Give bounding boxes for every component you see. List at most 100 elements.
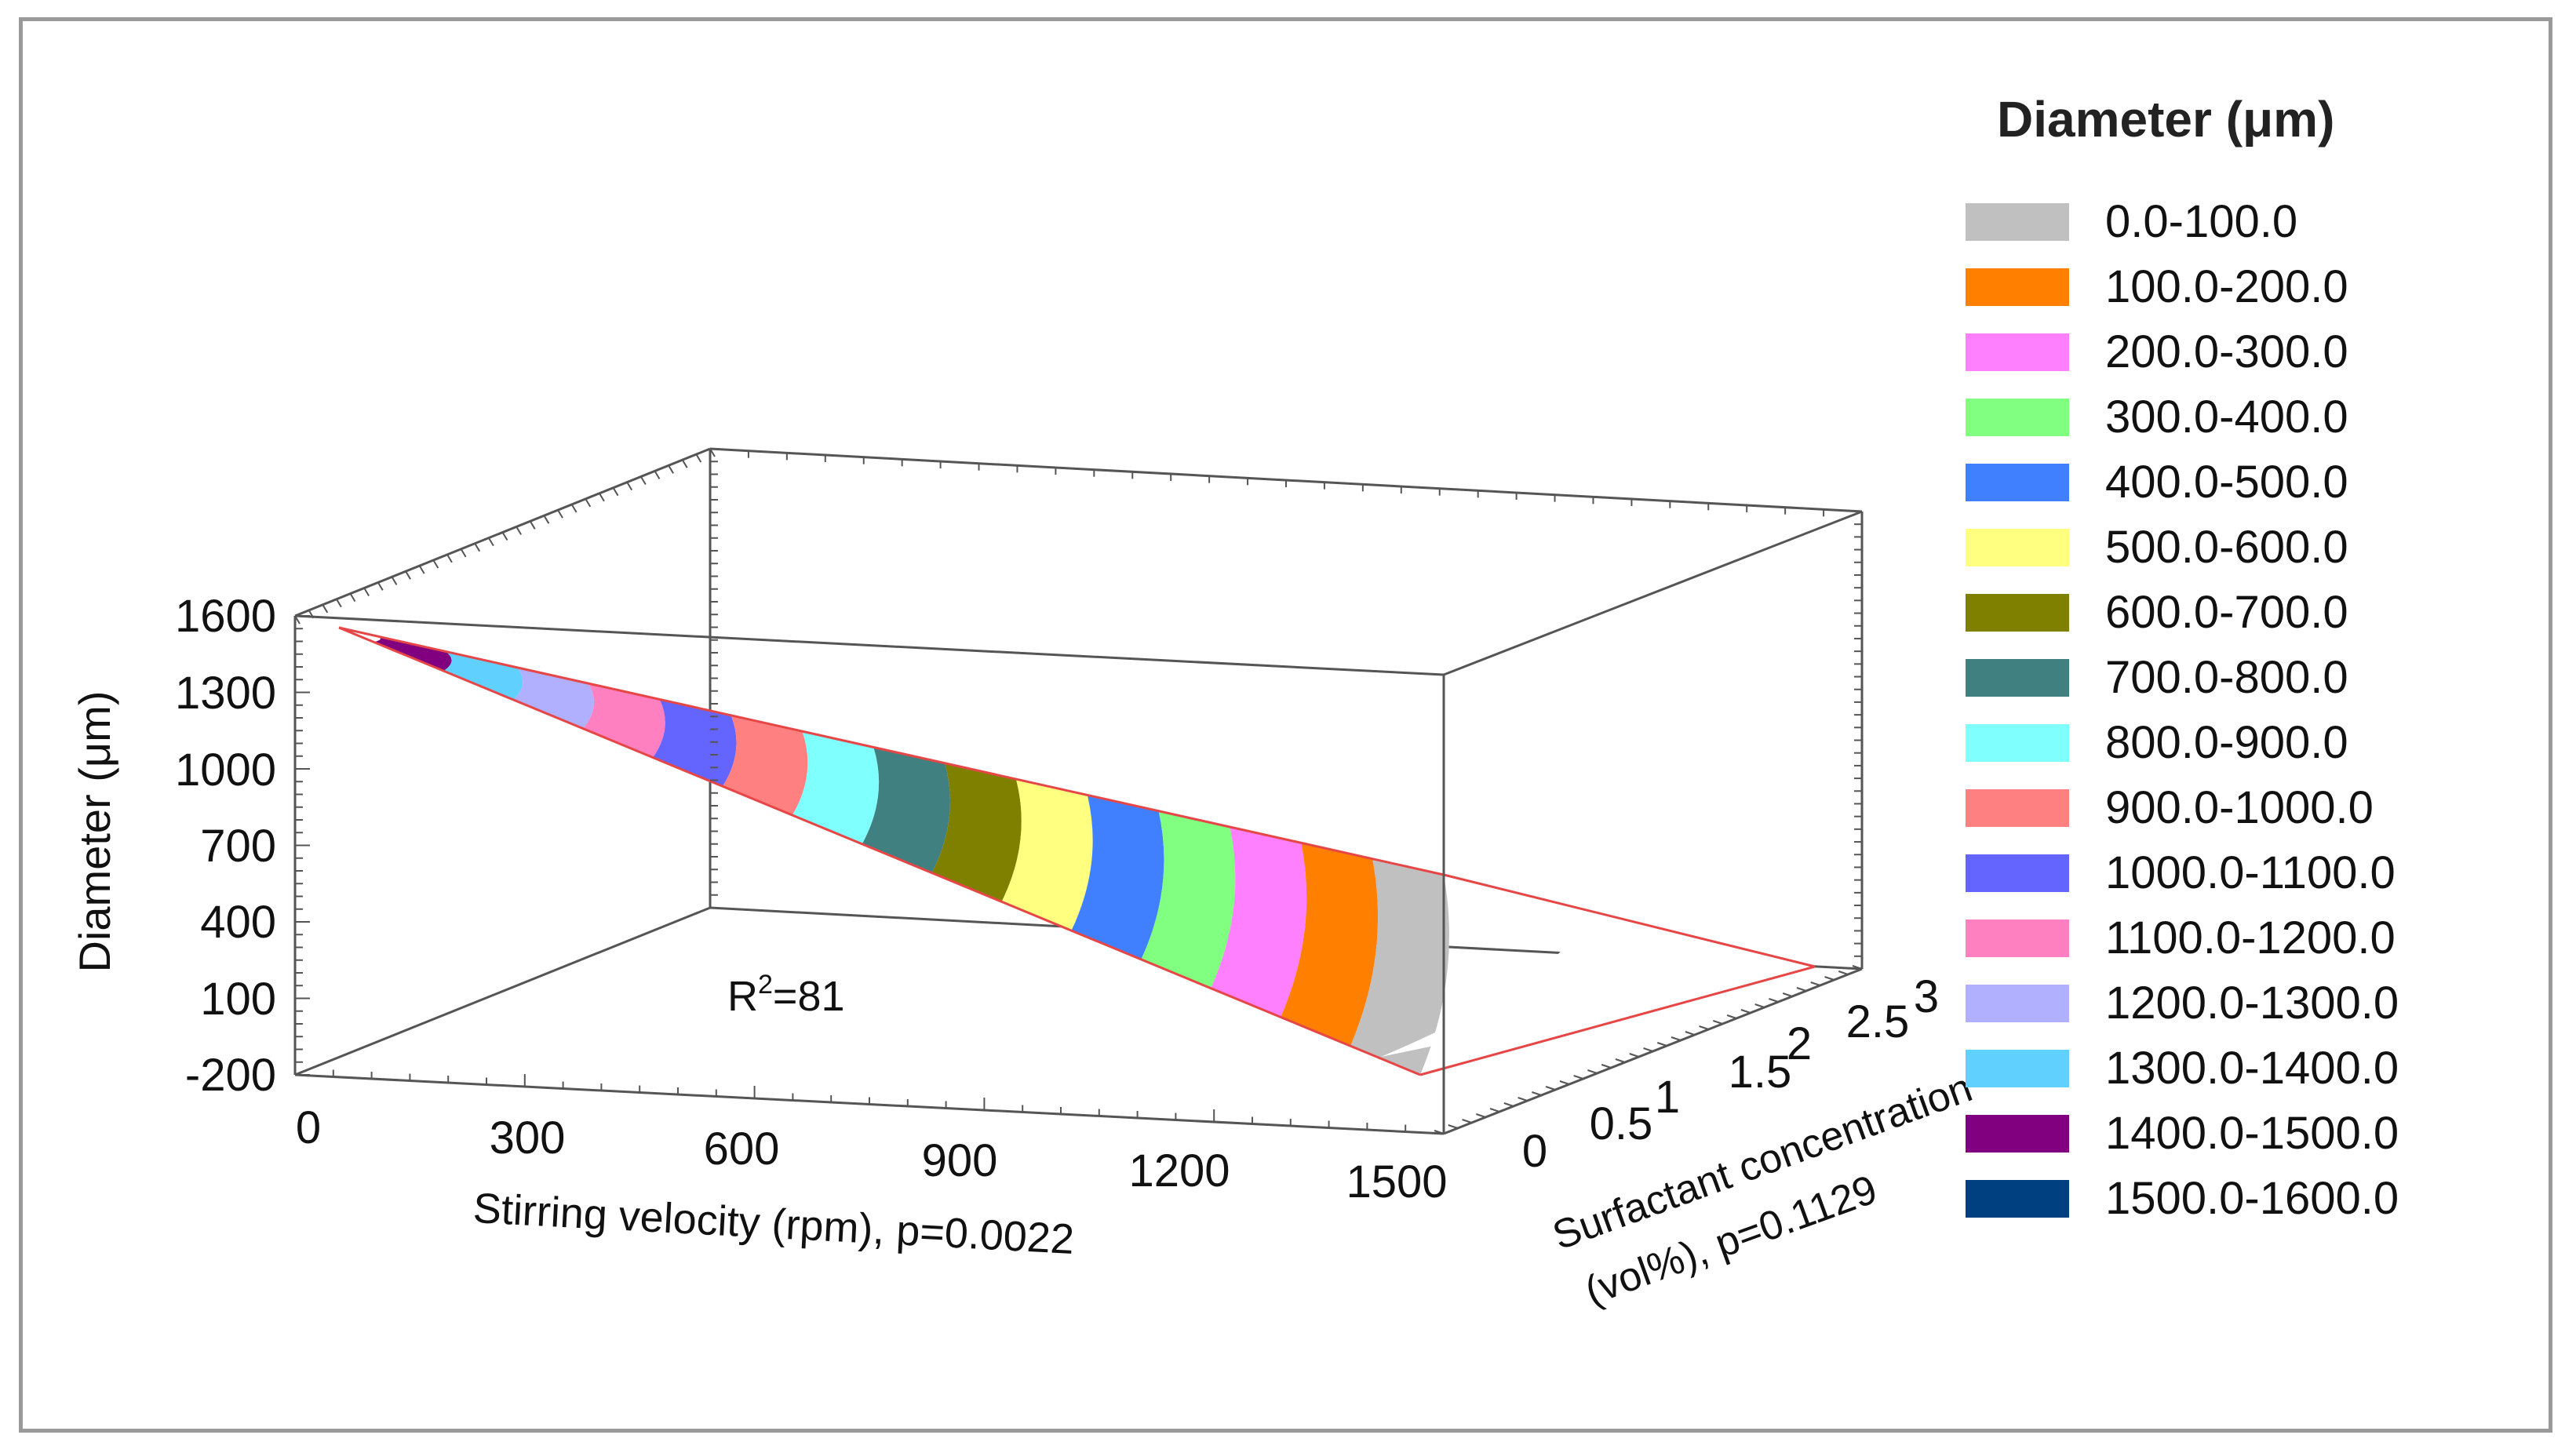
z-tick-labels: 1600 1300 1000 700 400 100 -200 [175,591,276,1101]
axis-tick [1740,1009,1751,1014]
axis-tick [516,526,522,535]
legend-label: 1000.0-1100.0 [2105,847,2396,898]
legend-label: 400.0-500.0 [2105,457,2348,508]
x-tick-label: 1200 [1128,1145,1230,1196]
legend-label: 100.0-200.0 [2105,261,2348,312]
axis-tick [612,487,619,497]
axis-tick [349,593,356,603]
x-axis-title: Stirring velocity (rpm), p=0.0022 [472,1185,1075,1263]
axis-tick [1503,1102,1514,1107]
legend-swatch [1966,463,2069,501]
axis-tick [654,470,661,479]
legend-title: Diameter (μm) [1997,91,2335,147]
axis-tick [1532,1091,1542,1096]
x-tick-label: 600 [704,1123,780,1174]
axis-tick [1838,970,1849,975]
legend-item: 100.0-200.0 [1966,254,2530,319]
legend-swatch [1966,854,2069,892]
y-tick-labels: 0 0.5 1 1.5 2 2.5 3 [1522,971,1939,1177]
axis-tick [639,475,647,486]
axis-tick [1685,1031,1696,1036]
axis-tick [1713,1020,1723,1025]
legend-item: 200.0-300.0 [1966,319,2530,384]
legend-swatch [1966,723,2069,762]
legend-item: 500.0-600.0 [1966,515,2530,580]
legend-label: 500.0-600.0 [2105,522,2348,573]
axis-tick [1434,1130,1445,1134]
axis-tick [1769,998,1779,1003]
axis-ticks [294,448,1863,1134]
surface-remainder [1381,875,1815,1057]
legend-item: 900.0-1000.0 [1966,775,2530,840]
axis-tick [432,559,439,569]
r-squared-value: =81 [773,973,845,1020]
legend-label: 900.0-1000.0 [2105,782,2374,833]
axis-tick [322,604,329,614]
surface-band [653,699,737,787]
axis-tick [570,504,578,513]
legend-swatch [1966,268,2069,306]
legend-item: 1300.0-1400.0 [1966,1036,2530,1101]
axis-tick [1462,1119,1472,1123]
axis-tick [294,615,301,625]
legend-label: 700.0-800.0 [2105,652,2348,703]
legend-swatch [1966,658,2069,697]
axis-tick [1601,1064,1612,1069]
legend-label: 800.0-900.0 [2105,717,2348,768]
legend-item: 1000.0-1100.0 [1966,840,2530,905]
axis-tick [557,509,563,519]
legend-swatch [1966,398,2069,436]
legend-item: 1500.0-1600.0 [1966,1166,2530,1231]
surface-band [513,667,595,729]
axis-tick [1643,1047,1653,1052]
legend-swatch [1966,919,2069,957]
legend-label: 600.0-700.0 [2105,587,2348,638]
legend-swatch [1966,593,2069,632]
legend-item: 0.0-100.0 [1966,189,2530,254]
legend-label: 0.0-100.0 [2105,196,2298,247]
legend-label: 1300.0-1400.0 [2105,1043,2399,1094]
axis-tick [1754,1003,1765,1008]
legend-item: 700.0-800.0 [1966,645,2530,710]
x-tick-label: 300 [490,1113,566,1163]
axis-tick [377,581,384,591]
axis-tick [709,448,716,457]
z-tick-label: 100 [200,974,276,1025]
outline-edge [338,626,1421,1076]
axis-tick [695,453,702,463]
axis-tick [626,482,633,491]
axis-tick [336,599,342,608]
surface-outline [338,626,1816,1076]
z-tick-label: 400 [200,897,276,948]
surface-band [1211,827,1307,1018]
x-tick-label: 0 [296,1102,321,1153]
axis-tick [1671,1036,1682,1041]
axis-tick [501,531,508,541]
surface-band [583,683,665,758]
axis-tick [1545,1086,1556,1091]
z-tick-label: 1600 [175,591,276,642]
axis-tick [391,576,398,585]
axis-tick [1615,1058,1626,1063]
axis-tick [405,570,411,580]
legend-label: 300.0-400.0 [2105,391,2348,442]
axis-tick [1518,1097,1528,1102]
axis-tick [460,548,467,558]
legend-label: 200.0-300.0 [2105,326,2348,377]
z-tick-label: 1000 [175,745,276,796]
legend-swatch [1966,1049,2069,1087]
axis-tick [363,587,370,597]
y-tick-label: 2 [1787,1018,1812,1069]
legend-items: 0.0-100.0 100.0-200.0 200.0-300.0 300.0-400… [1966,189,2530,1231]
legend: Diameter (μm) 0.0-100.0 100.0-200.0 200.0-… [1966,90,2530,1231]
box-edge [294,614,1445,676]
axis-tick [1573,1075,1583,1080]
axis-tick [585,498,592,508]
y-tick-label: 3 [1914,971,1939,1022]
axis-tick [529,520,536,530]
surface-band [1141,810,1236,989]
axis-tick [1629,1053,1640,1058]
axis-tick [668,464,674,474]
axis-tick [1448,1124,1459,1129]
z-tick-label: -200 [185,1050,276,1101]
